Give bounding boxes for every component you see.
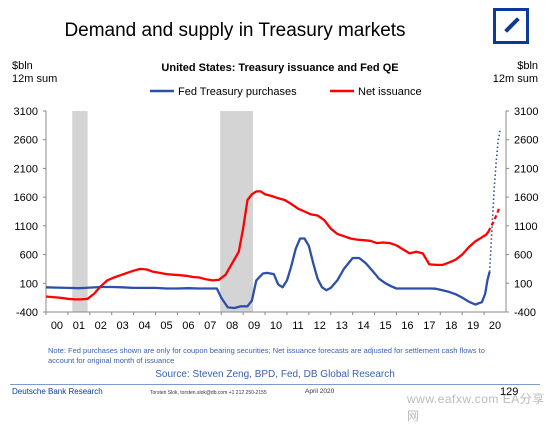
y-tick-label-right: 1600	[514, 192, 538, 204]
y-tick-label-left: 600	[20, 250, 38, 262]
x-tick-label: 08	[226, 320, 238, 332]
recession-band-1	[72, 111, 88, 312]
chart-source: Source: Steven Zeng, BPD, Fed, DB Global…	[155, 369, 395, 380]
x-tick-label: 18	[445, 320, 457, 332]
y-tick-label-left: 2100	[14, 163, 38, 175]
x-tick-label: 02	[95, 320, 107, 332]
footer-date: April 2020	[305, 388, 335, 395]
y-tick-label-left: -400	[16, 307, 38, 319]
right-unit-line-2: 12m sum	[492, 73, 538, 85]
page-title: Demand and supply in Treasury markets	[64, 20, 406, 41]
left-unit-line-1: $bln	[12, 60, 33, 72]
legend-label-fed-treasury-purchases: Fed Treasury purchases	[178, 86, 297, 98]
footer-org: Deutsche Bank Research	[12, 387, 103, 396]
y-tick-label-left: 100	[20, 278, 38, 290]
y-tick-label-right: 1100	[514, 221, 538, 233]
watermark: www.eafxw.com EA分享网	[407, 392, 545, 423]
x-tick-label: 06	[182, 320, 194, 332]
recession-band-2	[220, 111, 253, 312]
x-tick-label: 05	[160, 320, 172, 332]
page-number: 129	[500, 386, 519, 398]
x-tick-label: 03	[117, 320, 129, 332]
y-tick-label-right: -400	[514, 307, 536, 319]
x-tick-label: 14	[357, 320, 369, 332]
net-issuance-forecast-line	[487, 207, 501, 233]
footer-contact: Torsten Slok, torsten.slok@db.com +1 212…	[150, 390, 267, 396]
x-tick-label: 09	[248, 320, 260, 332]
fed-treasury-purchases-forecast-line	[488, 128, 502, 272]
chart-note: Note: Fed purchases shown are only for c…	[48, 346, 485, 365]
x-tick-label: 16	[401, 320, 413, 332]
right-axis-unit: $bln 12m sum	[493, 60, 538, 86]
x-tick-label: 15	[379, 320, 391, 332]
x-tick-label: 19	[467, 320, 479, 332]
x-tick-label: 10	[270, 320, 282, 332]
x-tick-label: 17	[423, 320, 435, 332]
x-tick-label: 12	[314, 320, 326, 332]
left-axis-unit: $bln 12m sum	[12, 60, 57, 86]
legend-label-net-issuance: Net issuance	[358, 86, 422, 98]
y-tick-label-left: 1600	[14, 192, 38, 204]
y-tick-label-left: 3100	[14, 106, 38, 118]
y-tick-label-right: 600	[514, 250, 532, 262]
y-tick-label-right: 3100	[514, 106, 538, 118]
footer-divider	[10, 384, 540, 385]
y-tick-label-right: 100	[514, 278, 532, 290]
x-tick-label: 01	[73, 320, 85, 332]
x-tick-label: 04	[138, 320, 150, 332]
y-tick-label-right: 2100	[514, 163, 538, 175]
y-tick-label-left: 2600	[14, 135, 38, 147]
y-tick-label-right: 2600	[514, 135, 538, 147]
fed-treasury-purchases-line	[45, 237, 491, 310]
x-tick-label: 11	[292, 320, 303, 332]
net-issuance-line	[45, 190, 490, 301]
left-unit-line-2: 12m sum	[12, 73, 58, 85]
x-tick-label: 20	[489, 320, 501, 332]
x-tick-label: 00	[51, 320, 63, 332]
x-tick-label: 07	[204, 320, 216, 332]
x-tick-label: 13	[336, 320, 348, 332]
y-tick-label-left: 1100	[14, 221, 38, 233]
chart-title: United States: Treasury issuance and Fed…	[161, 62, 399, 74]
right-unit-line-1: $bln	[517, 60, 538, 72]
deutsche-bank-logo-icon	[493, 8, 529, 44]
